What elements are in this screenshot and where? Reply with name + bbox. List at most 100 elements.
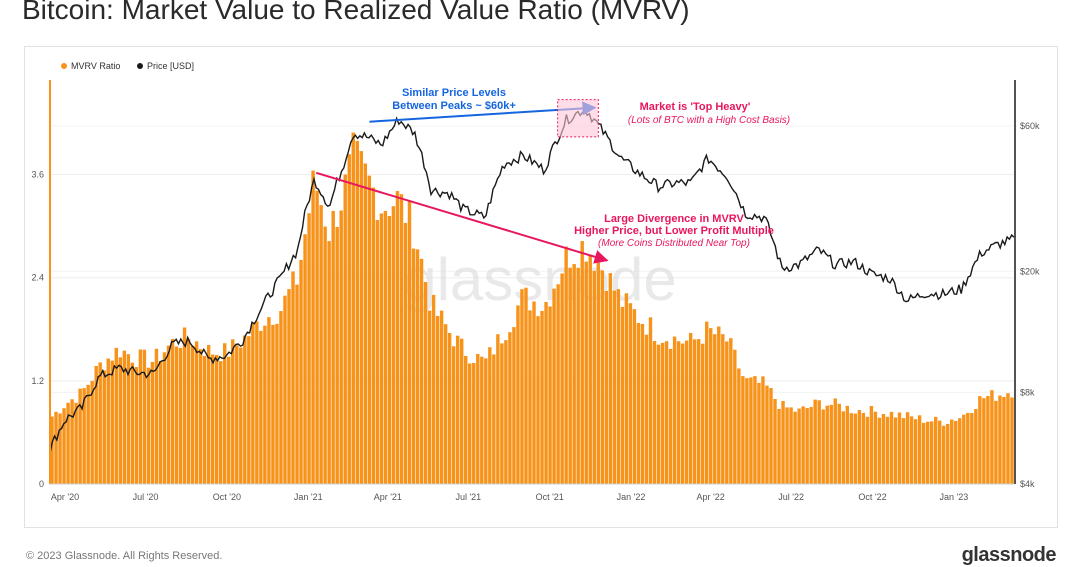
mvrv-bar bbox=[648, 317, 653, 484]
mvrv-bar bbox=[701, 343, 705, 484]
mvrv-bar bbox=[974, 409, 978, 484]
mvrv-bar bbox=[917, 415, 922, 484]
mvrv-bar bbox=[773, 399, 777, 484]
mvrv-bar bbox=[998, 395, 1002, 484]
mvrv-bar bbox=[1002, 396, 1006, 484]
mvrv-bar bbox=[853, 413, 858, 484]
mvrv-bar bbox=[950, 419, 954, 484]
mvrv-bar bbox=[668, 348, 673, 484]
mvrv-bar bbox=[407, 200, 412, 484]
x-tick-label: Oct '20 bbox=[213, 492, 241, 502]
mvrv-bar bbox=[488, 347, 492, 484]
mvrv-bar bbox=[797, 408, 801, 484]
mvrv-bar bbox=[873, 411, 878, 484]
mvrv-bar bbox=[994, 400, 998, 484]
mvrv-bar bbox=[664, 341, 669, 484]
mvrv-bar bbox=[825, 405, 829, 484]
mvrv-bar bbox=[837, 403, 841, 484]
mvrv-bar bbox=[351, 132, 355, 484]
annotation-divergence-text: (More Coins Distributed Near Top) bbox=[598, 238, 750, 249]
mvrv-bar bbox=[909, 416, 914, 484]
mvrv-bar bbox=[845, 405, 850, 484]
mvrv-bar bbox=[70, 399, 74, 484]
mvrv-bar bbox=[419, 258, 424, 484]
axes: 0 1.2 2.4 3.6 $4k $8k $20k $60k Apr '20 Jul '20 Oc… bbox=[31, 80, 1040, 502]
x-tick-label: Apr '22 bbox=[697, 492, 725, 502]
mvrv-bar bbox=[897, 412, 902, 484]
mvrv-bar bbox=[942, 425, 946, 484]
mvrv-bar bbox=[158, 360, 163, 484]
mvrv-bar bbox=[990, 390, 994, 484]
mvrv-bar bbox=[829, 404, 833, 484]
mvrv-bar bbox=[656, 344, 661, 484]
mvrv-bar bbox=[202, 355, 207, 484]
mvrv-bar bbox=[761, 376, 765, 484]
mvrv-bar bbox=[733, 349, 737, 484]
mvrv-bar bbox=[383, 211, 388, 485]
mvrv-bar bbox=[166, 345, 171, 484]
mvrv-bar bbox=[580, 241, 584, 484]
x-tick-label: Jul '22 bbox=[778, 492, 804, 502]
y-right-tick-label: $60k bbox=[1020, 121, 1040, 131]
mvrv-bar bbox=[616, 289, 621, 484]
mvrv-bar bbox=[789, 407, 793, 484]
legend-label[interactable]: MVRV Ratio bbox=[71, 61, 120, 71]
mvrv-bar bbox=[817, 400, 821, 484]
mvrv-bar bbox=[861, 412, 866, 484]
mvrv-bar bbox=[737, 368, 741, 484]
mvrv-bar bbox=[435, 315, 440, 484]
mvrv-bar bbox=[600, 270, 604, 484]
mvrv-bar bbox=[480, 356, 484, 484]
mvrv-bar bbox=[753, 376, 757, 484]
y-right-tick-label: $4k bbox=[1020, 479, 1035, 489]
mvrv-bar bbox=[492, 354, 496, 484]
mvrv-bar bbox=[905, 412, 910, 484]
mvrv-bar bbox=[379, 213, 384, 484]
mvrv-bar bbox=[749, 377, 753, 484]
x-tick-label: Jul '20 bbox=[133, 492, 159, 502]
mvrv-bar bbox=[532, 301, 536, 484]
mvrv-bar bbox=[443, 324, 448, 484]
mvrv-bar bbox=[391, 206, 396, 484]
x-tick-label: Jan '22 bbox=[617, 492, 646, 502]
mvrv-bar bbox=[865, 416, 870, 484]
y-left-tick-label: 1.2 bbox=[31, 376, 44, 386]
mvrv-bar bbox=[468, 363, 472, 484]
mvrv-bar bbox=[793, 411, 797, 484]
legend[interactable]: MVRV Ratio Price [USD] bbox=[61, 61, 194, 71]
mvrv-bar bbox=[287, 289, 291, 484]
mvrv-bar bbox=[182, 327, 187, 484]
mvrv-bar bbox=[243, 335, 247, 484]
mvrv-bar bbox=[110, 360, 114, 484]
mvrv-bar bbox=[134, 367, 139, 484]
watermark-text: glassnode bbox=[403, 246, 677, 313]
mvrv-bar bbox=[395, 191, 400, 484]
mvrv-bar bbox=[66, 402, 70, 484]
mvrv-bar bbox=[721, 334, 725, 484]
divergence-arrow bbox=[315, 171, 609, 264]
mvrv-bar bbox=[781, 401, 785, 484]
mvrv-bar bbox=[520, 289, 524, 484]
legend-label[interactable]: Price [USD] bbox=[147, 61, 194, 71]
mvrv-bar bbox=[548, 306, 552, 484]
x-tick-label: Jul '21 bbox=[455, 492, 481, 502]
mvrv-bar bbox=[893, 417, 898, 484]
legend-marker bbox=[137, 63, 143, 69]
mvrv-bar bbox=[387, 215, 392, 484]
mvrv-bar bbox=[464, 355, 468, 484]
mvrv-bar bbox=[403, 222, 408, 484]
mvrv-bar bbox=[821, 409, 825, 484]
mvrv-bar bbox=[259, 330, 263, 484]
mvrv-bar bbox=[431, 294, 436, 484]
mvrv-bar bbox=[271, 324, 275, 484]
mvrv-bar bbox=[239, 347, 243, 484]
mvrv-bar bbox=[660, 342, 665, 484]
mvrv-bar bbox=[363, 163, 368, 485]
mvrv-bar bbox=[709, 328, 713, 484]
mvrv-bar bbox=[194, 341, 199, 484]
mvrv-bar bbox=[765, 385, 769, 484]
grid-lines bbox=[50, 125, 1014, 485]
mvrv-bar bbox=[423, 282, 428, 484]
mvrv-bar bbox=[536, 316, 540, 484]
mvrv-bar bbox=[267, 317, 271, 484]
